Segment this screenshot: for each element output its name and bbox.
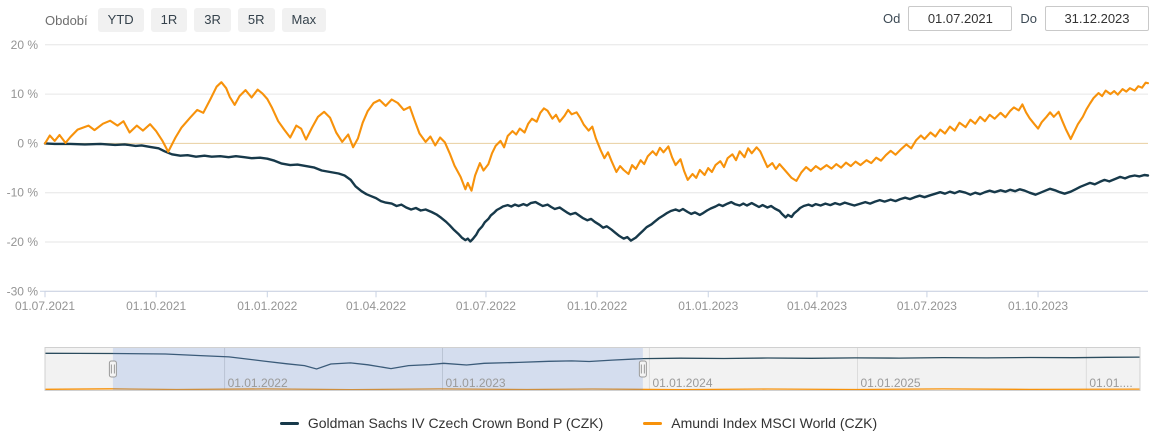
y-axis-label: -20 % bbox=[7, 235, 39, 249]
x-axis-label: 01.10.2021 bbox=[126, 299, 186, 313]
x-axis-label: 01.07.2023 bbox=[897, 299, 957, 313]
series-line-goldman bbox=[43, 142, 1150, 243]
y-axis-label: -10 % bbox=[7, 186, 39, 200]
x-axis-label: 01.10.2023 bbox=[1008, 299, 1068, 313]
x-axis-label: 01.04.2023 bbox=[787, 299, 847, 313]
x-axis-label: 01.07.2022 bbox=[456, 299, 516, 313]
to-label: Do bbox=[1020, 11, 1037, 26]
navigator-year-label: 01.01.2023 bbox=[445, 376, 505, 390]
navigator-series-goldman bbox=[44, 352, 1141, 370]
x-axis-label: 01.07.2021 bbox=[15, 299, 75, 313]
navigator-year-label: 01.01.2022 bbox=[228, 376, 288, 390]
x-axis-label: 01.10.2022 bbox=[567, 299, 627, 313]
legend-label: Goldman Sachs IV Czech Crown Bond P (CZK… bbox=[307, 415, 604, 431]
period-label: Období bbox=[45, 12, 88, 28]
range-button-1r[interactable]: 1R bbox=[150, 8, 188, 32]
navigator-year-label: 01.01.2024 bbox=[652, 376, 712, 390]
goldman-line-marker-icon bbox=[279, 421, 299, 425]
legend-label: Amundi Index MSCI World (CZK) bbox=[671, 415, 878, 431]
navigator-handle-right[interactable] bbox=[638, 360, 647, 378]
legend-item-amundi[interactable]: Amundi Index MSCI World (CZK) bbox=[643, 415, 877, 431]
x-axis-label: 01.01.2023 bbox=[678, 299, 738, 313]
y-axis-label: 0 % bbox=[17, 136, 38, 150]
navigator-outside-right[interactable] bbox=[642, 347, 1140, 391]
navigator-year-label: 01.01.... bbox=[1089, 376, 1132, 390]
legend-item-goldman[interactable]: Goldman Sachs IV Czech Crown Bond P (CZK… bbox=[279, 415, 604, 431]
range-button-max[interactable]: Max bbox=[281, 8, 327, 32]
y-axis-label: -30 % bbox=[7, 284, 39, 298]
range-button-3r[interactable]: 3R bbox=[194, 8, 231, 32]
navigator[interactable]: 01.01.2022 01.01.2023 01.01.2024 01.01.2025… bbox=[44, 347, 1141, 391]
navigator-series-amundi bbox=[44, 388, 1141, 391]
to-date-input[interactable] bbox=[1045, 6, 1149, 31]
range-button-5r[interactable]: 5R bbox=[237, 8, 275, 32]
y-axis-label: 10 % bbox=[11, 87, 39, 101]
from-label: Od bbox=[883, 11, 901, 26]
x-axis-label: 01.01.2022 bbox=[237, 299, 297, 313]
legend: Goldman Sachs IV Czech Crown Bond P (CZK… bbox=[0, 415, 1157, 431]
navigator-outside-left[interactable] bbox=[45, 347, 113, 391]
y-axis-label: 20 % bbox=[11, 38, 39, 52]
navigator-selected-range[interactable] bbox=[112, 347, 643, 391]
navigator-outline bbox=[44, 347, 1141, 391]
navigator-year-label: 01.01.2025 bbox=[860, 376, 920, 390]
series-line-amundi bbox=[43, 81, 1150, 192]
period-toolbar: Období YTD 1R 3R 5R Max bbox=[45, 8, 327, 32]
x-axis-label: 01.04.2022 bbox=[346, 299, 406, 313]
date-range-controls: Od Do bbox=[883, 6, 1149, 31]
main-plot: 20 % 10 % 0 % -10 % -20 % -30 %01.07.2021 01.1… bbox=[7, 38, 1150, 313]
navigator-handle-left[interactable] bbox=[108, 360, 117, 378]
range-button-ytd[interactable]: YTD bbox=[97, 8, 144, 32]
amundi-line-marker-icon bbox=[643, 421, 663, 425]
from-date-input[interactable] bbox=[908, 6, 1013, 31]
